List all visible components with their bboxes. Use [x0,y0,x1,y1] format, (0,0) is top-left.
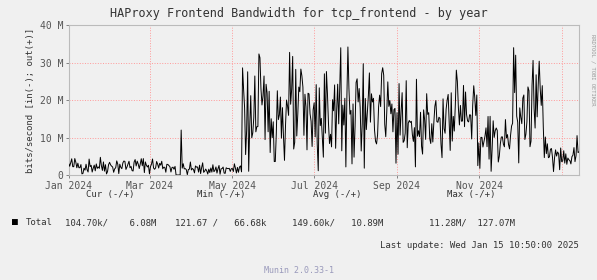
Text: Min (-/+): Min (-/+) [196,190,245,199]
Text: Cur (-/+): Cur (-/+) [86,190,135,199]
Text: Total: Total [26,218,53,227]
Text: Last update: Wed Jan 15 10:50:00 2025: Last update: Wed Jan 15 10:50:00 2025 [380,241,579,250]
Y-axis label: bits/second [in(-); out(+)]: bits/second [in(-); out(+)] [26,27,35,173]
Text: HAProxy Frontend Bandwidth for tcp_frontend - by year: HAProxy Frontend Bandwidth for tcp_front… [110,7,487,20]
Text: 11.28M/  127.07M: 11.28M/ 127.07M [429,218,515,227]
Text: Munin 2.0.33-1: Munin 2.0.33-1 [263,266,334,275]
Text: 121.67 /   66.68k: 121.67 / 66.68k [175,218,267,227]
Text: 104.70k/    6.08M: 104.70k/ 6.08M [64,218,156,227]
Text: ■: ■ [12,217,18,227]
Text: Avg (-/+): Avg (-/+) [313,190,362,199]
Text: Max (-/+): Max (-/+) [447,190,496,199]
Text: RRDTOOL / TOBI OETIKER: RRDTOOL / TOBI OETIKER [591,34,596,106]
Text: 149.60k/   10.89M: 149.60k/ 10.89M [291,218,383,227]
